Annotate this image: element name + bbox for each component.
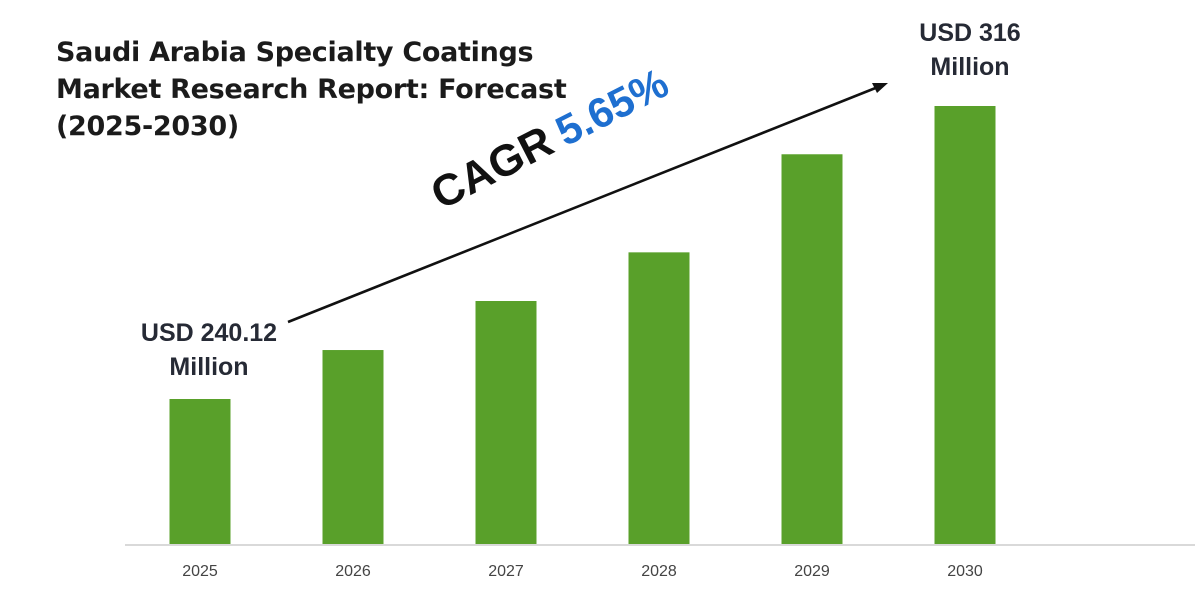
start-value-line2: Million — [169, 353, 249, 381]
bar-2028 — [628, 252, 690, 545]
x-tick-label: 2029 — [794, 563, 830, 580]
bar-2029 — [781, 154, 843, 545]
x-tick-label: 2025 — [182, 563, 218, 580]
x-tick-label: 2027 — [488, 563, 524, 580]
end-value-annotation: USD 316 Million — [870, 16, 1070, 84]
x-axis-ticks: 2025 2026 2027 2028 2029 2030 — [182, 563, 983, 580]
x-tick-label: 2030 — [947, 563, 983, 580]
chart-title-line: Saudi Arabia Specialty Coatings — [56, 37, 534, 68]
x-tick-label: 2028 — [641, 563, 677, 580]
bar-2027 — [475, 300, 537, 545]
end-value-line2: Million — [930, 53, 1010, 81]
start-value-annotation: USD 240.12 Million — [118, 316, 300, 384]
arrowhead-icon — [872, 83, 888, 93]
start-value-line1: USD 240.12 — [140, 319, 278, 347]
x-tick-label: 2026 — [335, 563, 371, 580]
chart-title-line: (2025-2030) — [56, 111, 239, 142]
bar-2025 — [169, 399, 231, 545]
bar-2030 — [934, 106, 996, 545]
bar-group — [169, 106, 996, 545]
growth-arrow — [287, 83, 888, 324]
end-value-line1: USD 316 — [919, 19, 1021, 47]
chart-title: Saudi Arabia Specialty Coatings Market R… — [56, 34, 616, 145]
chart-title-line: Market Research Report: Forecast — [56, 74, 567, 105]
bar-2026 — [322, 350, 384, 545]
